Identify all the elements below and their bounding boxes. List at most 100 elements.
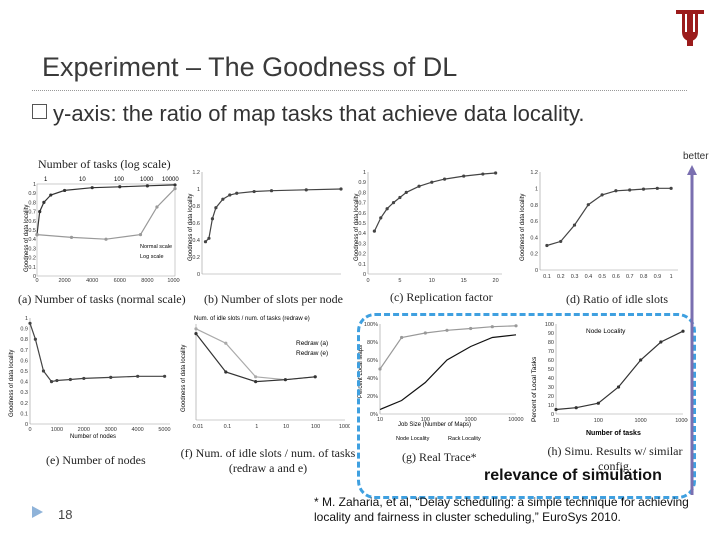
chart-e-y-tick: 0.5: [20, 369, 28, 375]
chart-a-legend-log: Log scale: [140, 254, 164, 260]
chart-b-y-tick: 0.6: [192, 221, 200, 227]
chart-c-point: [379, 216, 383, 220]
chart-c-y-tick: 0.8: [358, 190, 366, 196]
chart-a-x-tick: 2000: [58, 278, 70, 284]
chart-a-y-tick: 0.1: [28, 265, 36, 271]
chart-f-legend-e: Redraw (e): [296, 350, 328, 357]
chart-d-x-tick: 1: [670, 274, 673, 280]
chart-e-point: [68, 377, 72, 382]
chart-a-normal-point: [145, 184, 149, 188]
chart-b-y-tick: 0: [197, 272, 200, 278]
chart-e-y-tick: 0.3: [20, 390, 28, 396]
chart-f-x-tick: 100: [311, 424, 320, 430]
chart-d-point: [628, 188, 632, 192]
chart-d-point: [586, 203, 590, 207]
chart-c-ylabel: Goodness of data locality: [354, 194, 360, 261]
chart-a-log-point: [155, 205, 159, 209]
chart-h: Percent of Local Tasks Number of tasks N…: [531, 322, 688, 437]
chart-c-y-tick: 0.3: [358, 241, 366, 247]
chart-a-y-tick: 0.6: [28, 219, 36, 225]
chart-e-y-tick: 0.6: [20, 358, 28, 364]
chart-b-ylabel: Goodness of data locality: [188, 194, 194, 261]
chart-b-point: [339, 187, 343, 191]
chart-h-ylabel: Percent of Local Tasks: [531, 356, 538, 422]
chart-d-point: [600, 193, 604, 197]
chart-f-ylabel: Goodness of data locality: [181, 345, 187, 412]
chart-d: Goodness of data locality 0 0.2 0.4 0.6 0.8 1…: [520, 170, 678, 280]
chart-d-y-tick: 0.2: [530, 252, 538, 258]
chart-f-x-tick: 0.01: [193, 424, 204, 430]
chart-d-x-tick: 0.1: [543, 274, 551, 280]
relevance-label: relevance of simulation: [484, 467, 662, 484]
chart-a-log-point: [173, 187, 177, 191]
chart-g-x-tick: 10000: [508, 417, 523, 423]
chart-g-rack-point: [490, 325, 494, 329]
chart-a-x-tick: 4000: [86, 278, 98, 284]
chart-b-y-tick: 0.2: [192, 255, 200, 261]
chart-a-y-tick: 0.9: [28, 191, 36, 197]
chart-h-y-tick: 90: [548, 331, 554, 337]
chart-f-x-tick: 1: [255, 424, 258, 430]
chart-d-y-tick: 0.4: [530, 235, 538, 241]
chart-h-node-point: [574, 406, 578, 410]
panel-g-caption: (g) Real Trace*: [402, 450, 477, 464]
chart-c-point: [398, 195, 402, 200]
bullet-text: y-axis: the ratio of map tasks that achi…: [53, 101, 585, 126]
chart-c-x-tick: 10: [429, 278, 435, 284]
chart-c-y-tick: 0.2: [358, 252, 366, 258]
chart-a-normal-point: [173, 183, 177, 187]
chart-g-x-tick: 1000: [464, 417, 476, 423]
chart-d-point: [559, 239, 563, 244]
chart-b-point: [221, 197, 225, 201]
chart-b-line: [205, 188, 342, 243]
chart-g-x-tick: 100: [421, 417, 430, 423]
chart-h-node-point: [596, 401, 600, 405]
chart-h-x-tick: 10000: [675, 418, 688, 424]
chart-g-legend-rack: Rack Locality: [448, 436, 481, 442]
citation: * M. Zaharia, et al, “Delay scheduling: …: [314, 495, 689, 524]
chart-a-y-tick: 0.8: [28, 200, 36, 206]
panel-d-caption: (d) Ratio of idle slots: [566, 292, 668, 306]
chart-e: Goodness of data locality Number of node…: [9, 316, 171, 440]
chart-g-rack-point: [423, 331, 427, 335]
chart-b-y-tick: 0.8: [192, 204, 200, 210]
chart-h-y-tick: 100: [545, 322, 554, 328]
chart-c-x-tick: 5: [398, 278, 401, 284]
page-marker-icon: [32, 506, 43, 518]
chart-g-rack-point: [400, 335, 404, 340]
chart-a-x-tick: 8000: [141, 278, 153, 284]
chart-g-y-tick: 40%: [367, 376, 378, 382]
better-label: better: [683, 151, 709, 162]
chart-f-redraw-a-point: [254, 375, 258, 379]
chart-a-log-point: [69, 235, 74, 239]
chart-a-x-tick: 10000: [167, 278, 180, 284]
chart-f-x-tick: 1000: [339, 424, 350, 430]
chart-b-point: [210, 217, 215, 221]
chart-e-y-tick: 0: [25, 422, 28, 428]
chart-h-y-tick: 60: [548, 358, 554, 364]
chart-h-y-tick: 30: [548, 385, 554, 391]
chart-b-y-tick: 0.4: [192, 238, 200, 244]
chart-c-x-tick: 20: [493, 278, 499, 284]
chart-c-point: [462, 174, 466, 178]
chart-e-point: [33, 337, 37, 341]
chart-d-x-tick: 0.3: [571, 274, 579, 280]
chart-e-point: [109, 375, 113, 379]
chart-b-y-tick: 1.2: [192, 170, 200, 176]
chart-a-top-tick: 10: [79, 177, 86, 183]
chart-e-y-tick: 0.2: [20, 401, 28, 407]
chart-d-ylabel: Goodness of data locality: [520, 194, 526, 261]
chart-b-point: [214, 206, 218, 210]
chart-g-rack-point: [378, 367, 382, 371]
chart-h-y-tick: 40: [548, 376, 554, 382]
chart-c-y-tick: 0: [363, 272, 366, 278]
chart-h-node-point: [659, 340, 663, 344]
panel-e-caption: (e) Number of nodes: [46, 453, 146, 467]
page-number: 18: [58, 507, 73, 522]
chart-d-point: [614, 189, 618, 193]
chart-e-y-tick: 0.9: [20, 327, 28, 333]
chart-a-log-point: [35, 233, 39, 237]
chart-d-y-tick: 1: [535, 187, 538, 193]
chart-a-y-tick: 1: [33, 182, 36, 188]
chart-c-y-tick: 0.7: [358, 201, 366, 207]
